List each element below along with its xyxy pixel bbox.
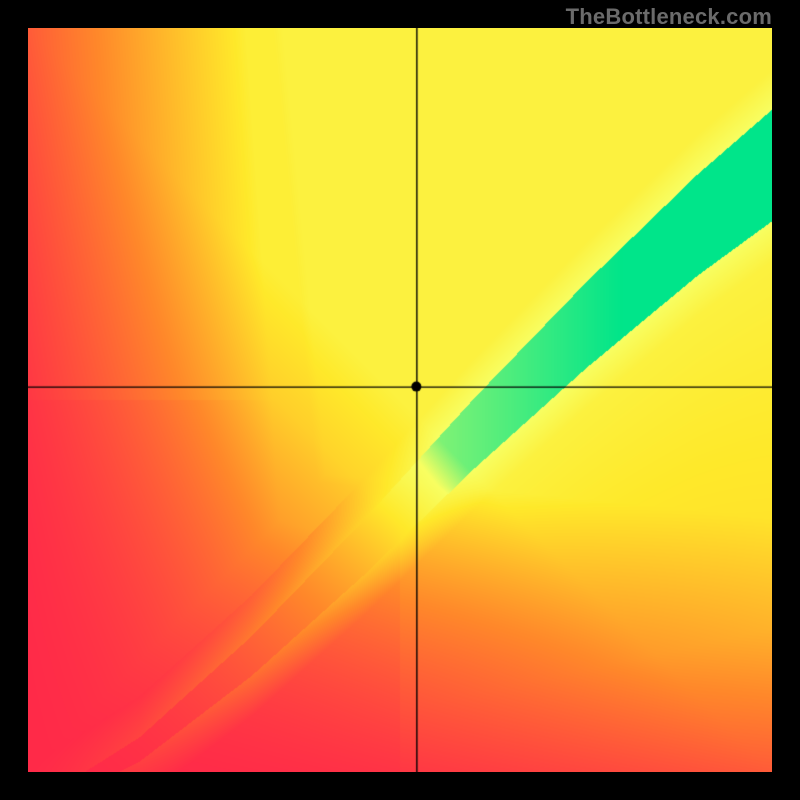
chart-frame	[28, 28, 772, 772]
crosshair-overlay	[28, 28, 772, 772]
watermark-text: TheBottleneck.com	[566, 4, 772, 30]
